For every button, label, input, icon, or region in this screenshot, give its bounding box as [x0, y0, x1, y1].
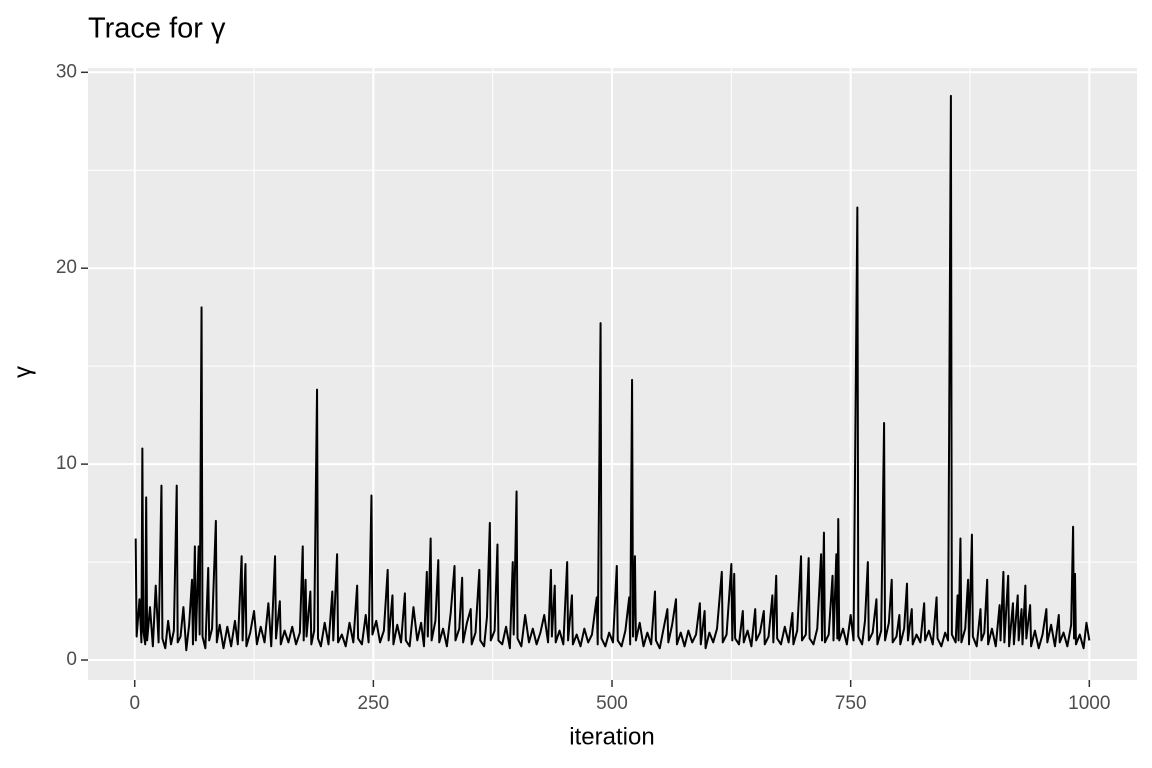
y-tick-label: 0: [66, 649, 77, 670]
x-tick-label: 750: [835, 693, 867, 714]
y-axis-label: γ: [9, 366, 36, 378]
x-tick-label: 1000: [1068, 693, 1110, 714]
chart-title: Trace for γ: [88, 13, 226, 45]
y-tick-label: 20: [56, 257, 77, 278]
y-tick-label: 10: [56, 453, 77, 474]
trace-line: [134, 94, 1091, 652]
x-tick-label: 250: [358, 693, 390, 714]
x-tick-label: 500: [596, 693, 628, 714]
x-axis-label: iteration: [569, 723, 654, 750]
y-tick-label: 30: [56, 61, 77, 82]
x-tick-label: 0: [129, 693, 140, 714]
